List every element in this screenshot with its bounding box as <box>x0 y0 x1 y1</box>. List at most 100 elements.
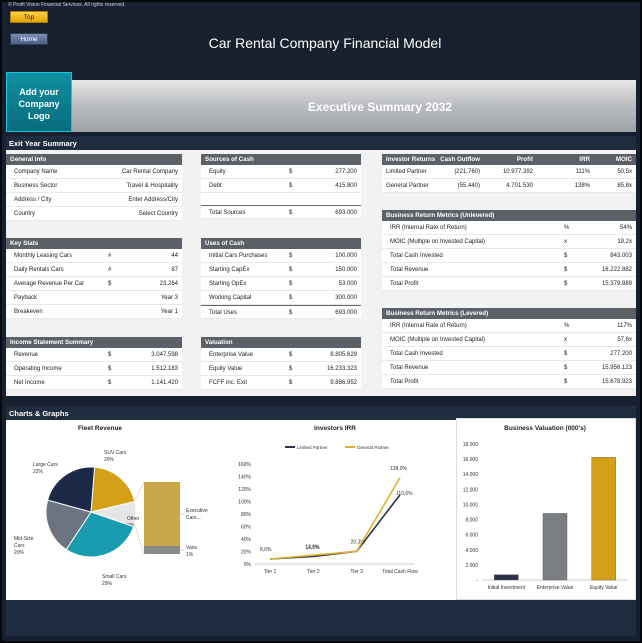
top-button[interactable]: Top <box>10 11 48 23</box>
x-tick-label: Tier 2 <box>307 569 320 575</box>
row-value: 57,6x <box>617 337 632 343</box>
row-label: Debt <box>209 183 222 189</box>
row-unit: $ <box>289 352 293 358</box>
pie-slice <box>45 499 92 551</box>
investor-row: General Partner (55.440) 4.701.530 138% 85,8… <box>382 179 636 193</box>
row-unit: # <box>108 253 112 259</box>
row-label: Company Name <box>14 169 58 175</box>
total-unit: $ <box>289 210 293 216</box>
table-row: Debt $415.800 <box>201 179 361 193</box>
row-label: IRR (Internal Rate of Return) <box>390 323 467 329</box>
row-label: MOIC (Multiple on Invested Capital) <box>390 239 486 245</box>
row-value: 843.003 <box>610 253 632 259</box>
investor-metric: (221.760) <box>454 169 480 175</box>
row-value: 53.000 <box>338 281 357 287</box>
y-tick-label: 80% <box>241 512 252 518</box>
row-value: 23.264 <box>159 281 178 287</box>
data-label: 8,0% <box>260 547 272 553</box>
table-title: Business Return Metrics (Levered) <box>382 308 636 319</box>
y-tick-label: 60% <box>241 525 252 531</box>
table-row: Enterprise Value $8.805.629 <box>201 348 361 362</box>
row-unit: % <box>564 225 570 231</box>
y-tick-label: 40% <box>241 537 252 543</box>
table-row: Operating Income $1.512.183 <box>6 362 182 376</box>
table-row: Address / City Enter Address/City <box>6 193 182 207</box>
investors-irr-chart: 0% 20% 40% 60% 80% 100% 120% 140% 160% Tier 1 Tier… <box>238 445 418 575</box>
table-row: Initial Cars Purchases $100.000 <box>201 249 361 263</box>
valuation-bar <box>591 457 616 581</box>
valuation-bar <box>542 513 568 581</box>
business-valuation-chart: - 2.000 4.000 6.000 8.000 10.000 12.000 14.000 1… <box>463 442 628 591</box>
table-title: Valuation <box>201 337 361 348</box>
company-logo-placeholder[interactable]: Add your Company Logo <box>6 72 72 132</box>
row-unit: $ <box>289 169 293 175</box>
data-label: 20,3% <box>351 539 366 545</box>
pie-label: SUV Cars <box>104 450 127 456</box>
valuation-bar <box>494 574 519 581</box>
table-title: Key Stats <box>6 238 182 249</box>
table-row: Daily Rentals Cars #87 <box>6 263 182 277</box>
investor-name: General Partner <box>386 183 429 189</box>
row-label: Total Cash Invested <box>390 351 443 357</box>
x-tick-label: Enterprise Value <box>537 585 574 591</box>
table-total-row: Total Uses $693.000 <box>201 305 361 319</box>
series-line <box>269 494 401 560</box>
y-tick-label: 2.000 <box>465 563 478 569</box>
row-unit: $ <box>289 267 293 273</box>
row-unit: $ <box>108 352 112 358</box>
row-unit: $ <box>289 281 293 287</box>
row-value: 16.222.882 <box>601 267 632 273</box>
row-value: 117% <box>617 323 632 329</box>
pie-slice <box>90 466 136 513</box>
row-value: 300.000 <box>335 295 357 301</box>
row-label: Enterprise Value <box>209 352 253 358</box>
table-title: Business Return Metrics (Unlevered) <box>382 210 636 221</box>
breakdown-label: Vans <box>186 545 198 551</box>
investor-metric: (55.440) <box>457 183 480 189</box>
home-button[interactable]: Home <box>10 33 48 45</box>
pie-label: Large Cars <box>33 462 58 468</box>
table-row: Total Cash Invested $277.200 <box>382 347 636 361</box>
data-label: 138,0% <box>390 466 408 472</box>
table-row: Total Revenue $16.222.882 <box>382 263 636 277</box>
row-unit: $ <box>289 253 293 259</box>
row-value: 1.141.420 <box>151 380 178 386</box>
table-row: IRR (Internal Rate of Return)% 54% <box>382 221 636 235</box>
pie-value-label: 22% <box>33 469 44 475</box>
row-label: Operating Income <box>14 366 62 372</box>
row-label: Revenue <box>14 352 39 358</box>
row-label: Total Revenue <box>390 267 429 273</box>
executive-summary-title: Executive Summary 2032 <box>307 100 453 114</box>
row-unit: x <box>564 337 567 343</box>
row-label: Address / City <box>14 197 52 203</box>
income-summary-table: Income Statement Summary Revenue $3.047.59… <box>6 337 182 390</box>
table-row: Country Select Country <box>6 207 182 221</box>
row-value: 15.956.123 <box>601 365 632 371</box>
row-unit: x <box>564 239 567 245</box>
table-title: Income Statement Summary <box>6 337 182 348</box>
table-row: Average Revenue Per Car $23.264 <box>6 277 182 291</box>
key-stats-table: Key Stats Monthly Leasing Cars #44 Daily Re… <box>6 238 182 319</box>
row-label: IRR (Internal Rate of Return) <box>390 225 467 231</box>
levered-table: Business Return Metrics (Levered) IRR (In… <box>382 308 636 389</box>
investor-metric: 50,5x <box>617 169 632 175</box>
row-value: 19,2x <box>617 239 632 245</box>
table-spacer <box>201 193 361 205</box>
table-row: Payback Year 3 <box>6 291 182 305</box>
row-unit: $ <box>289 380 293 386</box>
data-label: 110,6% <box>396 491 413 497</box>
x-tick-label: Total Cash Flow <box>382 569 418 575</box>
pie-label: Other <box>127 516 140 522</box>
row-value: 54% <box>619 225 632 231</box>
column-header: IRR <box>579 156 590 163</box>
breakdown-label: Cars... <box>186 515 201 521</box>
table-row: Total Cash Invested $843.003 <box>382 249 636 263</box>
row-label: Total Profit <box>390 281 419 287</box>
pie-slice <box>46 466 96 513</box>
y-tick-label: 20% <box>241 550 252 556</box>
table-row: Equity $277.200 <box>201 165 361 179</box>
row-unit: $ <box>108 366 112 372</box>
breakdown-segment <box>144 546 180 554</box>
row-value: Year 3 <box>160 295 178 301</box>
table-row: IRR (Internal Rate of Return)% 117% <box>382 319 636 333</box>
